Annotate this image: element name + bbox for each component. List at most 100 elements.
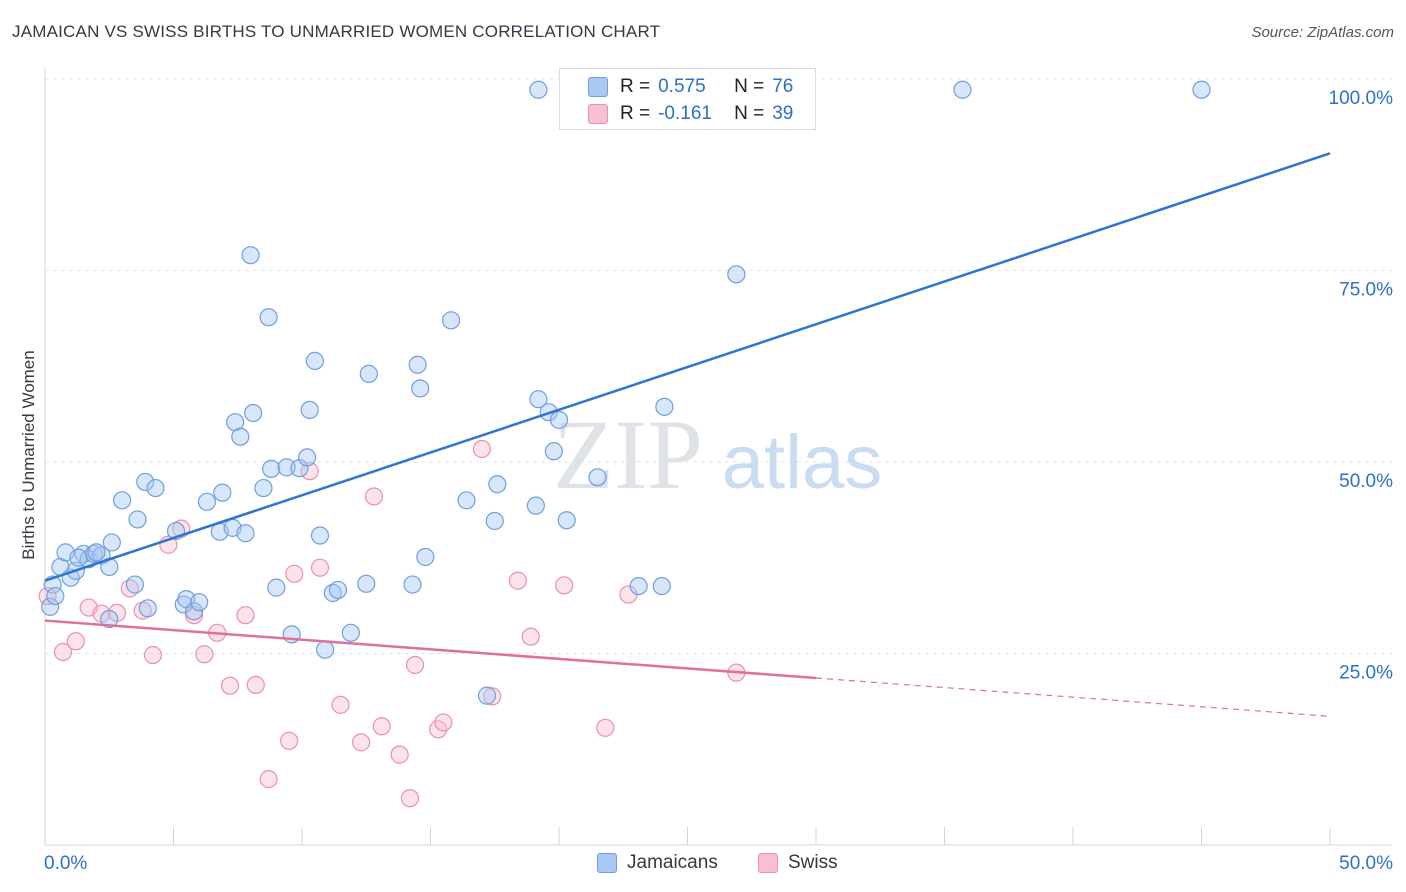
jamaicans-point (953, 80, 972, 99)
jamaicans-point (46, 586, 65, 606)
jamaicans-point (411, 379, 430, 398)
chart-title: JAMAICAN VS SWISS BIRTHS TO UNMARRIED WO… (12, 22, 661, 41)
jamaicans-point (341, 623, 360, 642)
swiss-point (390, 745, 409, 764)
jamaicans-point (241, 246, 260, 265)
swiss-point (472, 439, 491, 459)
y-tick-label: 50.0% (1339, 471, 1393, 492)
watermark-atlas: atlas (722, 420, 883, 505)
axes-layer (44, 68, 1392, 846)
r-value: 0.575 (658, 75, 706, 97)
jamaicans-point (588, 468, 607, 487)
jamaicans-point (408, 355, 427, 374)
labels-layer: 25.0% 50.0% 75.0% 100.0% 0.0% 50.0% (44, 88, 1393, 874)
jamaicans-point (254, 478, 273, 498)
jamaicans-point (100, 609, 119, 629)
jamaicans-point (197, 492, 217, 511)
swiss-point (434, 713, 453, 732)
legend-item-jamaicans[interactable]: Jamaicans (597, 852, 718, 874)
jamaicans-point (259, 308, 278, 327)
jamaicans-point (457, 491, 476, 510)
jamaicans-point (323, 583, 342, 603)
r-label: R = (620, 102, 651, 124)
x-tick-label-min: 0.0% (44, 853, 87, 874)
swiss-swatch (588, 103, 608, 124)
jamaicans-point (629, 576, 648, 596)
jamaicans-point (485, 511, 504, 531)
jamaicans-point (184, 602, 204, 621)
jamaicans-swatch (588, 76, 608, 97)
legend-label-swiss: Swiss (788, 852, 838, 873)
swiss-point (259, 770, 278, 789)
jamaicans-point (526, 496, 545, 515)
swiss-point (38, 586, 57, 606)
swiss-point (352, 733, 371, 752)
jamaicans-point (403, 575, 422, 594)
jamaicans-point (359, 364, 378, 384)
bottom-legend: Jamaicans Swiss (0, 848, 1406, 882)
swiss-point (372, 717, 391, 736)
jamaicans-point (316, 640, 335, 659)
watermark-zip: ZIP (553, 399, 703, 510)
trend-layer (44, 152, 1331, 717)
x-tick-label-max: 50.0% (1339, 853, 1393, 874)
jamaicans-legend-swatch (597, 853, 617, 873)
jamaicans-trend-line (44, 152, 1331, 582)
stats-legend: R = 0.575 N = 76 R = -0.161 N = 39 (559, 68, 816, 130)
jamaicans-point (529, 80, 548, 99)
jamaicans-point (488, 475, 507, 494)
y-tick-label: 75.0% (1339, 280, 1393, 301)
grid-layer (45, 78, 1392, 654)
n-label: N = (734, 75, 765, 97)
swiss-point (285, 564, 304, 583)
jamaicans-point (102, 533, 121, 552)
jamaicans-point (41, 597, 60, 616)
swiss-point (596, 718, 615, 737)
jamaicans-point (544, 442, 563, 461)
jamaicans-point (128, 510, 147, 529)
jamaicans-point (146, 478, 165, 498)
watermark: ZIP atlas (553, 399, 882, 510)
jamaicans-point (549, 410, 569, 429)
r-value: -0.161 (658, 102, 712, 124)
jamaicans-point (277, 458, 296, 477)
swiss-point (236, 606, 255, 625)
swiss-point (246, 675, 265, 695)
jamaicans-point (236, 524, 255, 543)
legend-item-swiss[interactable]: Swiss (758, 852, 838, 874)
r-label: R = (620, 75, 651, 97)
jamaicans-point (136, 472, 155, 492)
n-value: 76 (772, 75, 794, 97)
jamaicans-point (652, 576, 671, 596)
jamaicans-point (112, 491, 132, 510)
jamaicans-point (477, 686, 497, 705)
swiss-trend-line (44, 619, 817, 680)
n-label: N = (734, 102, 765, 124)
jamaicans-point (262, 459, 281, 478)
jamaicans-point (441, 311, 461, 330)
swiss-point (280, 731, 299, 750)
jamaicans-point (328, 580, 348, 600)
swiss-point (400, 789, 420, 808)
y-tick-label: 25.0% (1339, 663, 1393, 684)
swiss-legend-swatch (758, 853, 778, 873)
jamaicans-point (190, 593, 209, 612)
jamaicans-point (244, 403, 263, 423)
jamaicans-point (298, 448, 317, 467)
jamaicans-point (310, 526, 330, 545)
jamaicans-point (727, 265, 746, 284)
swiss-point (53, 642, 73, 662)
jamaicans-point (138, 599, 157, 618)
source-label: Source: ZipAtlas.com (1251, 24, 1394, 41)
y-axis-label: Births to Unmarried Women (19, 350, 38, 559)
legend-label-jamaicans: Jamaicans (627, 852, 718, 873)
jamaicans-point (416, 547, 435, 567)
swiss-point (331, 695, 350, 714)
jamaicans-point (125, 575, 145, 594)
swiss-point (483, 687, 502, 706)
jamaicans-point (357, 574, 376, 593)
jamaicans-point (267, 578, 286, 597)
jamaicans-point (300, 400, 319, 420)
jamaicans-point (529, 390, 548, 409)
